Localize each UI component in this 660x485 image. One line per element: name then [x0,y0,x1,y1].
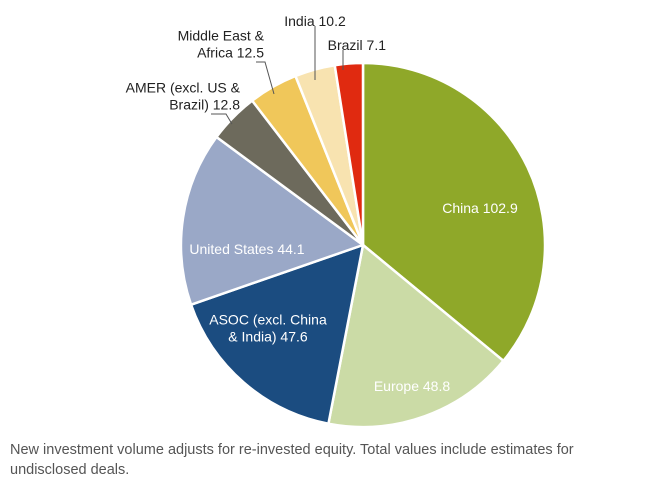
slice-asoc-excl-china-india [189,243,365,425]
data-label-india: India 10.2 [284,13,346,29]
data-label-amer-excl-us-brazil: AMER (excl. US & Brazil) 12.8 [126,80,241,113]
leader-line-amer-excl-us-brazil [211,113,233,125]
slice-europe [327,243,505,429]
data-label-asoc-excl-china-india: ASOC (excl. China & India) 47.6 [209,312,327,345]
data-label-united-states: United States 44.1 [189,241,304,257]
data-label-brazil: Brazil 7.1 [328,37,387,53]
slice-united-states [179,135,365,306]
data-label-europe: Europe 48.8 [374,378,450,394]
data-label-middle-east-africa: Middle East & Africa 12.5 [178,28,265,61]
slice-brazil [333,61,365,247]
pie-chart-svg: China 102.9 Europe 48.8 ASOC (excl. China &… [126,13,547,429]
data-label-china: China 102.9 [442,200,518,216]
slice-china [361,61,547,363]
chart-caption: New investment volume adjusts for re-inv… [10,442,574,478]
leader-line-middle-east-africa [256,61,275,95]
